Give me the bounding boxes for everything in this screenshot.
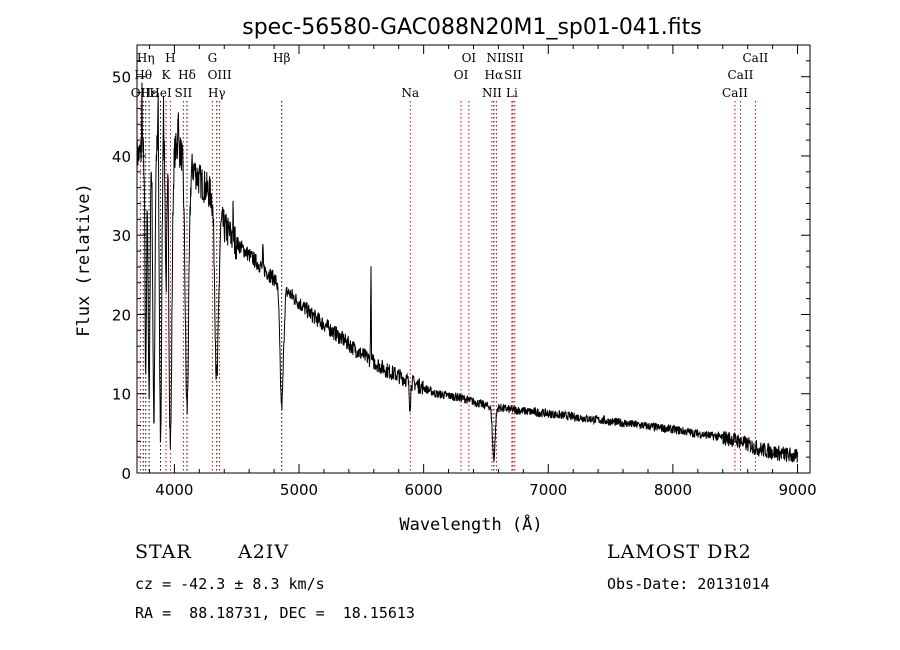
x-tick-label: 4000 bbox=[155, 481, 193, 499]
line-marker-label: Hβ bbox=[273, 51, 290, 65]
line-marker-label: K bbox=[162, 68, 172, 82]
x-tick-label: 5000 bbox=[280, 481, 318, 499]
y-tick-label: 20 bbox=[112, 306, 131, 324]
x-tick-label: 6000 bbox=[405, 481, 443, 499]
y-tick-label: 50 bbox=[112, 69, 131, 87]
line-marker-label: G bbox=[208, 51, 218, 65]
line-marker-label: Hη bbox=[137, 51, 155, 65]
line-marker-label: OI bbox=[454, 68, 469, 82]
line-marker-label: NII bbox=[486, 51, 506, 65]
line-marker-label: Hδ bbox=[178, 68, 196, 82]
survey-label: LAMOST DR2 bbox=[607, 541, 752, 563]
y-axis: 0 10 20 30 40 50 bbox=[112, 44, 810, 483]
x-axis: 4000 5000 6000 7000 8000 9000 bbox=[148, 45, 817, 499]
y-tick-label: 40 bbox=[112, 148, 131, 166]
obs-date-text: Obs-Date: 20131014 bbox=[607, 575, 770, 593]
line-marker-label: Na bbox=[401, 86, 419, 100]
x-tick-label: 7000 bbox=[529, 481, 567, 499]
subclass-label: A2IV bbox=[238, 541, 290, 563]
plot-frame bbox=[136, 44, 811, 474]
line-marker-label: Hθ bbox=[134, 68, 152, 82]
line-marker-label: HeI bbox=[149, 86, 172, 100]
line-marker-label: CaII bbox=[728, 68, 754, 82]
line-marker-label: CaII bbox=[722, 86, 748, 100]
class-label: STAR bbox=[135, 541, 192, 563]
line-marker-label: Hα bbox=[485, 68, 504, 82]
x-axis-label: Wavelength (Å) bbox=[399, 513, 542, 535]
y-tick-label: 0 bbox=[121, 465, 131, 483]
spectrum-path bbox=[136, 82, 798, 463]
chart-title: spec-56580-GAC088N20M1_sp01-041.fits bbox=[242, 15, 702, 40]
y-tick-label: 30 bbox=[112, 227, 131, 245]
spectrum-line bbox=[136, 82, 798, 463]
line-marker-label: NII bbox=[482, 86, 502, 100]
line-marker-label: OIII bbox=[208, 68, 232, 82]
y-tick-label: 10 bbox=[112, 386, 131, 404]
line-marker-label: SII bbox=[175, 86, 193, 100]
coordinates-text: RA = 88.18731, DEC = 18.15613 bbox=[135, 604, 415, 622]
redshift-text: cz = -42.3 ± 8.3 km/s bbox=[135, 575, 325, 593]
x-tick-label: 9000 bbox=[778, 481, 816, 499]
line-markers: OIIHθHηHεHeIKHSIIHδGHγOIIIHβNaOIOINIIHαN… bbox=[131, 51, 769, 473]
line-marker-label: Hγ bbox=[208, 86, 226, 100]
x-tick-label: 8000 bbox=[654, 481, 692, 499]
line-marker-label: SII bbox=[506, 51, 524, 65]
line-marker-label: SII bbox=[504, 68, 522, 82]
line-marker-label: CaII bbox=[742, 51, 768, 65]
line-marker-label: Li bbox=[506, 86, 518, 100]
y-axis-label: Flux (relative) bbox=[74, 183, 94, 337]
line-marker-label: H bbox=[165, 51, 175, 65]
line-marker-label: OI bbox=[462, 51, 477, 65]
line-marker-label: Hε bbox=[141, 86, 158, 100]
